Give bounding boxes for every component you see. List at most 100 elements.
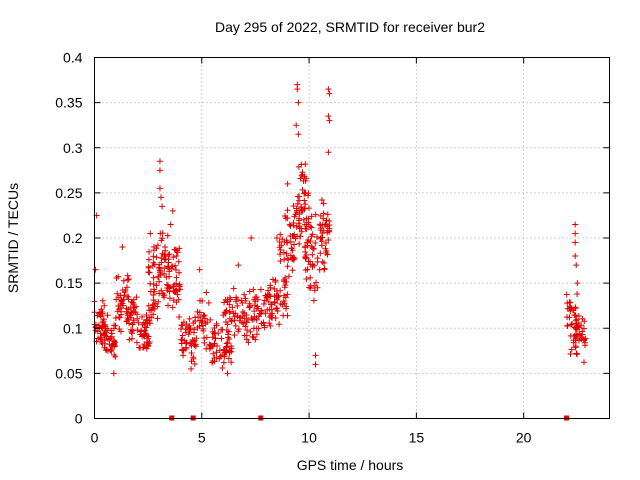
data-point bbox=[274, 305, 281, 312]
data-point bbox=[221, 351, 228, 358]
data-point bbox=[285, 273, 292, 280]
data-point bbox=[198, 319, 205, 326]
data-point bbox=[567, 299, 574, 306]
data-point bbox=[224, 321, 231, 328]
data-point bbox=[245, 339, 252, 346]
data-point bbox=[177, 286, 184, 293]
data-point bbox=[239, 313, 246, 320]
data-point bbox=[118, 308, 125, 315]
data-point bbox=[145, 256, 152, 263]
data-point bbox=[305, 215, 312, 222]
data-point bbox=[207, 316, 214, 323]
data-point bbox=[173, 253, 180, 260]
data-point bbox=[318, 225, 325, 232]
y-tick-label: 0.3 bbox=[63, 140, 83, 156]
data-point bbox=[572, 343, 579, 350]
data-point bbox=[98, 306, 105, 313]
data-point bbox=[119, 244, 126, 251]
data-point bbox=[209, 334, 216, 341]
data-point bbox=[298, 204, 305, 211]
data-point bbox=[277, 251, 284, 258]
data-point bbox=[234, 302, 241, 309]
data-point bbox=[165, 259, 172, 266]
y-tick-labels: 0 0.05 0.1 0.15 0.2 0.25 0.3 0.35 0.4 bbox=[55, 50, 82, 427]
grid-lines bbox=[94, 57, 610, 419]
data-point bbox=[302, 201, 309, 208]
data-point bbox=[568, 346, 575, 353]
data-point bbox=[134, 327, 141, 334]
data-point bbox=[164, 302, 171, 309]
data-point bbox=[280, 278, 287, 285]
data-point bbox=[574, 291, 581, 298]
data-point bbox=[117, 292, 124, 299]
y-tick-label: 0.25 bbox=[55, 185, 82, 201]
data-point bbox=[173, 280, 180, 287]
data-point bbox=[133, 294, 140, 301]
data-point bbox=[250, 286, 257, 293]
data-point bbox=[283, 250, 290, 257]
data-point bbox=[99, 297, 106, 304]
data-point bbox=[223, 327, 230, 334]
data-point bbox=[564, 323, 571, 330]
data-point bbox=[95, 335, 102, 342]
data-point bbox=[106, 336, 113, 343]
data-point bbox=[300, 177, 307, 184]
data-point bbox=[279, 301, 286, 308]
data-point bbox=[115, 273, 122, 280]
data-point bbox=[159, 250, 166, 257]
data-point bbox=[221, 299, 228, 306]
data-point bbox=[296, 217, 303, 224]
data-point bbox=[201, 312, 208, 319]
data-point bbox=[104, 335, 111, 342]
data-point bbox=[139, 333, 146, 340]
data-point bbox=[568, 321, 575, 328]
data-point bbox=[110, 370, 117, 377]
data-point bbox=[322, 239, 329, 246]
data-point bbox=[120, 277, 127, 284]
y-axis-title: SRMTID / TECUs bbox=[5, 183, 21, 293]
data-point bbox=[150, 243, 157, 250]
data-point bbox=[146, 317, 153, 324]
data-point bbox=[207, 342, 214, 349]
data-point bbox=[284, 263, 291, 270]
data-point bbox=[317, 250, 324, 257]
data-point bbox=[242, 323, 249, 330]
data-point bbox=[194, 308, 201, 315]
data-point bbox=[161, 265, 168, 272]
data-point bbox=[243, 332, 250, 339]
data-point bbox=[200, 311, 207, 318]
data-point bbox=[192, 343, 199, 350]
data-point bbox=[578, 334, 585, 341]
data-point bbox=[301, 197, 308, 204]
data-point bbox=[287, 232, 294, 239]
data-point bbox=[296, 197, 303, 204]
data-point bbox=[252, 298, 259, 305]
data-point bbox=[150, 292, 157, 299]
data-point bbox=[173, 274, 180, 281]
data-point bbox=[224, 370, 231, 377]
data-point bbox=[176, 269, 183, 276]
data-point bbox=[307, 238, 314, 245]
data-point bbox=[226, 349, 233, 356]
data-point bbox=[326, 217, 333, 224]
data-point bbox=[148, 314, 155, 321]
data-point bbox=[174, 249, 181, 256]
data-point bbox=[307, 261, 314, 268]
data-point bbox=[299, 207, 306, 214]
data-point bbox=[567, 332, 574, 339]
data-point bbox=[143, 324, 150, 331]
data-point bbox=[157, 268, 164, 275]
data-point bbox=[145, 264, 152, 271]
data-point bbox=[213, 322, 220, 329]
data-point bbox=[312, 239, 319, 246]
plot-frame bbox=[94, 57, 610, 419]
data-point bbox=[291, 255, 298, 262]
data-point bbox=[222, 309, 229, 316]
data-point bbox=[166, 251, 173, 258]
data-point bbox=[264, 292, 271, 299]
data-point bbox=[271, 293, 278, 300]
data-points bbox=[91, 81, 589, 377]
data-point bbox=[287, 252, 294, 259]
data-point bbox=[582, 342, 589, 349]
data-point bbox=[175, 258, 182, 265]
